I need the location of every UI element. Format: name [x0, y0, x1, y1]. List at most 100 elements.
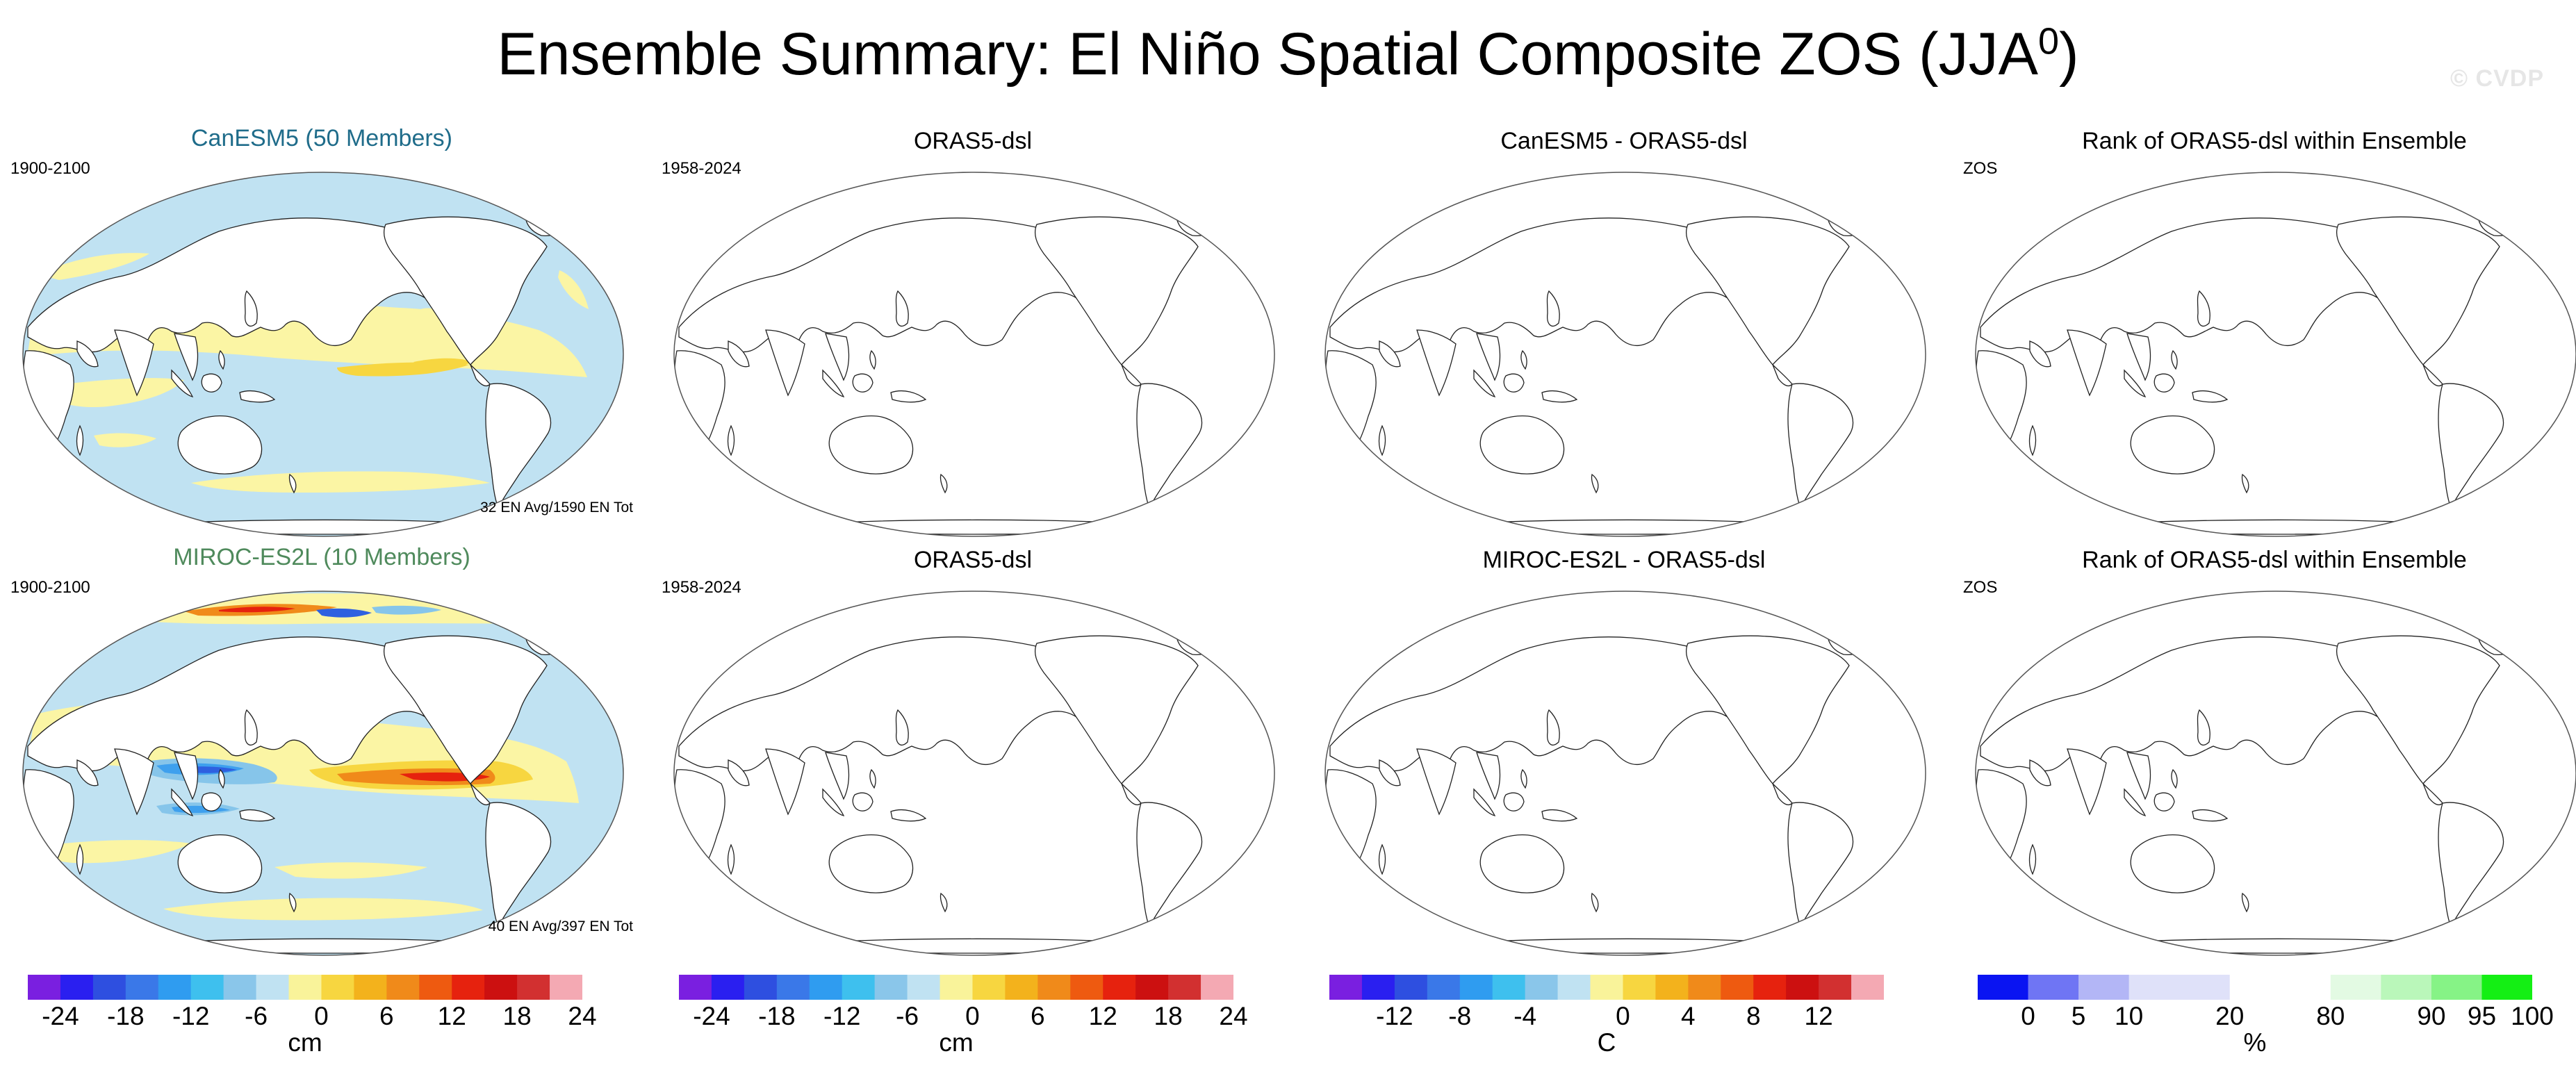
map-frame	[1975, 172, 2576, 537]
coastline-arabia	[76, 759, 99, 786]
coastline-india	[114, 329, 154, 397]
anomaly-contour	[163, 898, 483, 921]
coastline-arabia	[728, 759, 750, 786]
coastline-japan	[1546, 709, 1560, 745]
land-outlines	[1976, 628, 2524, 954]
colorbar-tick-label: -24	[693, 1002, 730, 1030]
colorbar-swatches	[1978, 975, 2532, 1000]
coastline-india	[765, 329, 805, 397]
colorbar-swatch	[1655, 975, 1689, 1000]
coastline-australia	[2130, 834, 2215, 893]
colorbar-tick-label: -12	[1376, 1002, 1413, 1030]
coastline-australia	[1479, 415, 1565, 475]
colorbar-tick-label: 12	[1804, 1002, 1833, 1030]
colorbar-unit-label: cm	[939, 1028, 974, 1057]
coastline-southamerica	[1787, 802, 1854, 928]
colorbar-swatch	[842, 975, 876, 1000]
map-panel-r2-c1: MIROC-ES2L (10 Members) 1900-2100 40 EN Av…	[10, 541, 633, 957]
map-svg	[1975, 172, 2576, 537]
colorbar-tick-label: -18	[107, 1002, 145, 1030]
colorbar-tick-label: 0	[965, 1002, 980, 1030]
colorbar-swatch	[1786, 975, 1819, 1000]
colorbar-tick-label: 90	[2417, 1002, 2446, 1030]
coastline-southamerica	[2438, 383, 2504, 509]
panel-period-label: 1900-2100	[10, 578, 90, 597]
coastline-india	[1416, 748, 1457, 816]
panel-event-count: 40 EN Avg/397 EN Tot	[488, 918, 633, 934]
coastline-philippines	[869, 349, 876, 370]
colorbar-tick-label: 0	[314, 1002, 329, 1030]
colorbar-swatch	[1201, 975, 1233, 1000]
panel-period-label: ZOS	[1963, 159, 1998, 178]
colorbar-swatch	[1623, 975, 1656, 1000]
coastline-sumatra	[171, 788, 194, 816]
land-outlines	[674, 209, 1222, 535]
coastline-centralamerica	[2422, 783, 2443, 806]
map-panel-r1-c3: CanESM5 - ORAS5-dsl	[1313, 122, 1935, 538]
coastline-africa	[674, 350, 725, 472]
panel-period-label: 1958-2024	[662, 578, 741, 597]
colorbar-swatch	[1135, 975, 1169, 1000]
coastline-madagascar	[1378, 843, 1386, 875]
colorbar-tick-label: 0	[1616, 1002, 1630, 1030]
colorbar-swatch	[1037, 975, 1071, 1000]
colorbar-swatches	[679, 975, 1233, 1000]
coastline-newguinea	[2192, 809, 2229, 822]
colorbar-swatch	[1103, 975, 1136, 1000]
figure-title-close: )	[2059, 21, 2079, 88]
colorbar-swatch	[1753, 975, 1787, 1000]
colorbar-tick-label: 0	[2021, 1002, 2035, 1030]
coastline-australia	[828, 834, 914, 893]
coastline-centralamerica	[1121, 364, 1142, 387]
coastline-japan	[2197, 709, 2210, 745]
colorbar-tick-label: 6	[1031, 1002, 1045, 1030]
coastline-sumatra	[2124, 788, 2147, 816]
coastline-greenland	[2477, 628, 2524, 655]
coastline-antarctica	[744, 938, 1204, 954]
colorbar-swatch	[2028, 975, 2079, 1000]
coastline-northamerica	[383, 216, 548, 366]
anomaly-contour	[94, 433, 156, 447]
coastline-northamerica	[1034, 216, 1199, 366]
coastline-newguinea	[239, 390, 276, 403]
coastline-seasia	[2126, 333, 2151, 381]
coastline-sumatra	[1473, 369, 1496, 397]
colorbar-swatch	[679, 975, 712, 1000]
coastline-australia	[1479, 834, 1565, 893]
coastline-sumatra	[822, 369, 845, 397]
colorbar-tick-label: 6	[379, 1002, 394, 1030]
panel-period-label: ZOS	[1963, 578, 1998, 597]
colorbar-swatch	[1459, 975, 1493, 1000]
colorbar-tick-label: -18	[758, 1002, 796, 1030]
panel-title: ORAS5-dsl	[913, 128, 1033, 154]
anomaly-contour	[337, 308, 441, 332]
coastline-philippines	[218, 768, 225, 789]
map-svg	[673, 172, 1275, 537]
colorbar-swatch	[223, 975, 257, 1000]
colorbar-swatch	[2179, 975, 2231, 1000]
map-panel-r2-c4: Rank of ORAS5-dsl within Ensemble ZOS	[1963, 541, 2576, 957]
coastline-arabia	[76, 340, 99, 368]
coastline-arabia	[1379, 759, 1401, 786]
colorbar-swatch	[776, 975, 810, 1000]
colorbar-swatch	[354, 975, 387, 1000]
coastline-australia	[828, 415, 914, 475]
coastline-madagascar	[727, 843, 735, 875]
colorbar-swatch	[1329, 975, 1363, 1000]
colorbar-3: -12 -8 -4 0 4 8 12 C	[1329, 975, 1884, 1072]
coastline-southamerica	[485, 383, 552, 509]
coastline-borneo	[1503, 373, 1525, 393]
colorbar-swatch	[1361, 975, 1395, 1000]
colorbar-swatch	[92, 975, 126, 1000]
map-frame	[22, 172, 624, 537]
colorbar-swatch	[1688, 975, 1721, 1000]
coastline-africa	[1976, 769, 2027, 891]
panel-title: ORAS5-dsl	[913, 547, 1033, 573]
coastline-greenland	[2477, 209, 2524, 236]
anomaly-contour	[558, 270, 589, 309]
map-frame	[1975, 591, 2576, 956]
anomaly-contour	[219, 607, 295, 613]
figure-title-text: Ensemble Summary: El Niño Spatial Compos…	[497, 21, 2038, 88]
panel-title: CanESM5 - ORAS5-dsl	[1500, 128, 1748, 154]
coastline-japan	[244, 709, 258, 745]
